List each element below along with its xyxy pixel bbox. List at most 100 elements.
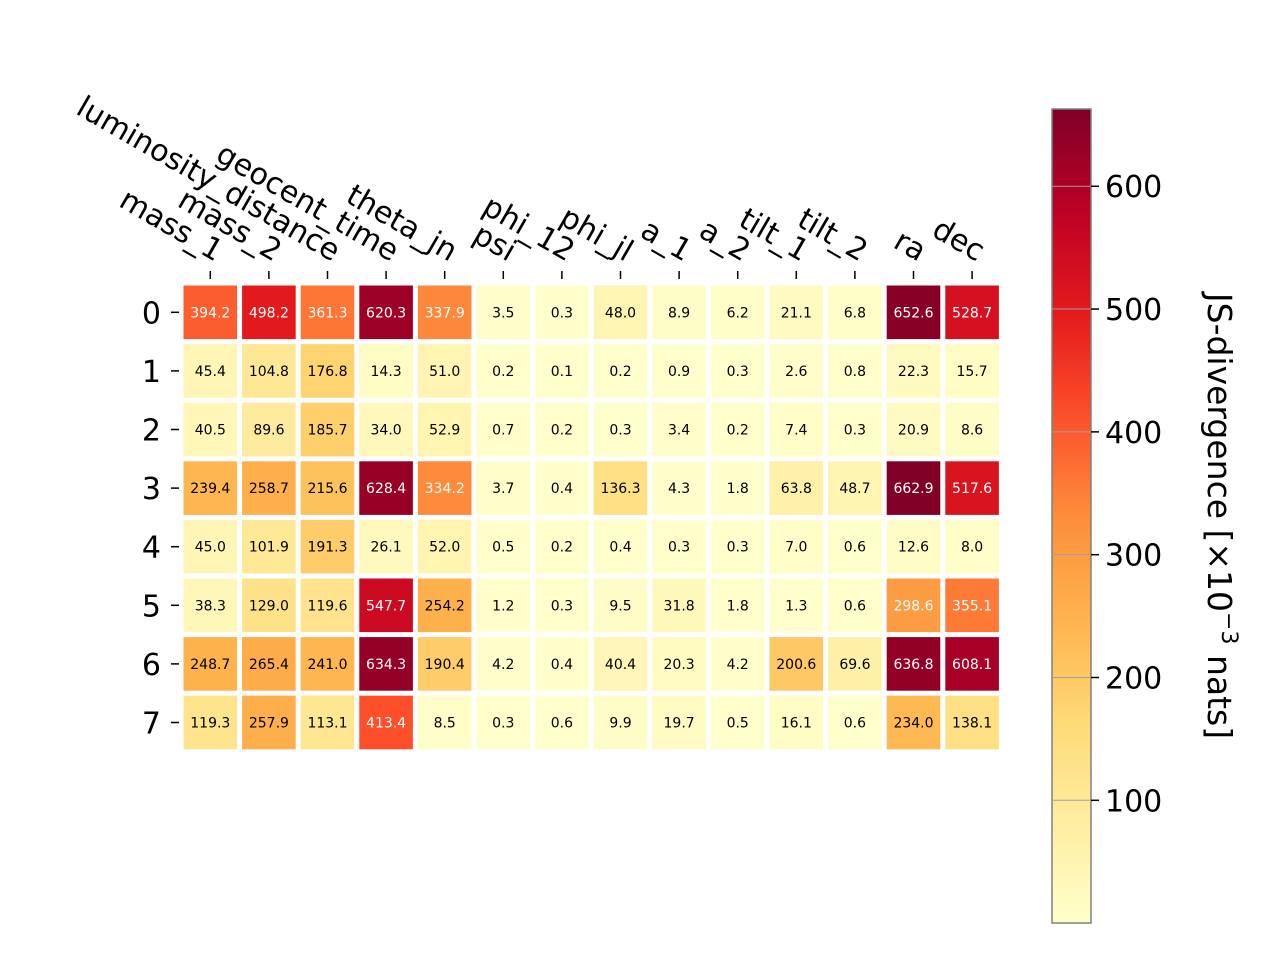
heatmap-cell <box>886 285 941 340</box>
cell-value-label: 334.2 <box>425 481 465 497</box>
heatmap-cell <box>417 461 472 515</box>
cell-value-label: 0.3 <box>609 423 631 439</box>
heatmap-cell <box>769 461 824 515</box>
heatmap-cell <box>300 461 355 515</box>
heatmap-cell <box>535 285 589 340</box>
cell-value-label: 0.7 <box>492 423 514 439</box>
heatmap-cell <box>476 402 531 457</box>
cell-value-label: 4.3 <box>668 481 690 497</box>
cell-value-label: 20.9 <box>898 423 929 439</box>
heatmap-cell <box>945 695 999 750</box>
heatmap-cell <box>242 519 296 574</box>
heatmap-cell <box>359 344 413 398</box>
heatmap-cell <box>945 344 999 398</box>
heatmap-cell <box>652 637 706 691</box>
y-tick-label: 0 <box>142 296 161 331</box>
cell-value-label: 3.7 <box>492 481 514 497</box>
heatmap-cell <box>417 285 472 340</box>
heatmap-cell <box>710 519 765 574</box>
heatmap-cell <box>359 402 413 457</box>
cell-value-label: 498.2 <box>249 305 289 321</box>
cell-value-label: 12.6 <box>898 540 929 556</box>
heatmap-cell <box>476 344 531 398</box>
heatmap-cell <box>769 578 824 633</box>
cell-value-label: 215.6 <box>307 481 347 497</box>
cell-value-label: 355.1 <box>952 598 992 614</box>
heatmap-cell <box>769 402 824 457</box>
cell-value-label: 176.8 <box>307 364 347 380</box>
heatmap-cell <box>359 461 413 515</box>
colorbar-tick-label: 400 <box>1105 416 1162 451</box>
x-tick-label: ra <box>888 223 932 269</box>
x-tick-label: a_1 <box>635 212 698 269</box>
heatmap-cell <box>476 637 531 691</box>
heatmap-cell <box>652 402 706 457</box>
heatmap-cell <box>769 285 824 340</box>
cell-value-label: 40.5 <box>195 423 226 439</box>
heatmap-cell <box>593 578 648 633</box>
cell-value-label: 628.4 <box>366 481 406 497</box>
cell-value-label: 19.7 <box>664 716 695 732</box>
cell-value-label: 0.9 <box>668 364 690 380</box>
cell-value-label: 200.6 <box>776 657 816 673</box>
heatmap-cell <box>828 578 882 633</box>
heatmap-cell <box>476 578 531 633</box>
heatmap-cell <box>886 578 941 633</box>
heatmap-cell <box>593 402 648 457</box>
heatmap-cell <box>183 578 238 633</box>
heatmap-cell <box>417 402 472 457</box>
heatmap-cell <box>242 402 296 457</box>
cell-value-label: 608.1 <box>952 657 992 673</box>
cell-value-label: 8.5 <box>434 716 456 732</box>
heatmap-cell <box>300 344 355 398</box>
heatmap-cell <box>652 285 706 340</box>
colorbar-tick-label: 100 <box>1105 784 1162 819</box>
heatmap-cell <box>417 344 472 398</box>
cell-value-label: 16.1 <box>781 716 812 732</box>
heatmap-cell <box>769 344 824 398</box>
cell-value-label: 6.8 <box>844 305 866 321</box>
heatmap-cell <box>359 695 413 750</box>
cell-value-label: 1.3 <box>785 598 807 614</box>
heatmap-cell <box>593 695 648 750</box>
cell-value-label: 101.9 <box>249 540 289 556</box>
heatmap-cell <box>945 285 999 340</box>
cell-value-label: 0.8 <box>844 364 866 380</box>
heatmap-cell <box>828 519 882 574</box>
heatmap-cell <box>417 519 472 574</box>
heatmap-cell <box>242 344 296 398</box>
cell-value-label: 0.6 <box>844 598 866 614</box>
colorbar-tick-label: 600 <box>1105 170 1162 205</box>
heatmap-cell <box>359 285 413 340</box>
heatmap-cell <box>300 578 355 633</box>
heatmap-cell <box>828 344 882 398</box>
heatmap-cell <box>945 519 999 574</box>
y-tick-label: 4 <box>142 531 161 566</box>
cell-value-label: 0.2 <box>551 540 573 556</box>
heatmap-cell <box>886 344 941 398</box>
cell-value-label: 394.2 <box>190 305 230 321</box>
colorbar: 100 200 300 400 500 600 JS-divergence [×10−3 n… <box>1051 108 1241 924</box>
heatmap-cell <box>183 461 238 515</box>
heatmap-cell <box>828 637 882 691</box>
heatmap-cell <box>710 578 765 633</box>
y-axis-ticks: 0 1 2 3 4 5 6 7 <box>142 296 179 742</box>
heatmap-cell <box>945 402 999 457</box>
heatmap-cell <box>710 461 765 515</box>
cell-value-label: 547.7 <box>366 598 406 614</box>
cell-value-label: 6.2 <box>727 305 749 321</box>
heatmap-cell <box>593 637 648 691</box>
cell-value-label: 0.3 <box>551 598 573 614</box>
cell-value-label: 22.3 <box>898 364 929 380</box>
cell-value-label: 51.0 <box>429 364 460 380</box>
cell-value-label: 113.1 <box>307 716 347 732</box>
cell-value-label: 298.6 <box>893 598 933 614</box>
cell-value-label: 63.8 <box>781 481 812 497</box>
cell-value-label: 234.0 <box>893 716 933 732</box>
heatmap-cell <box>183 637 238 691</box>
cell-value-label: 69.6 <box>839 657 870 673</box>
cell-value-label: 0.6 <box>844 540 866 556</box>
colorbar-gradient <box>1051 108 1092 924</box>
cell-value-label: 0.6 <box>844 716 866 732</box>
